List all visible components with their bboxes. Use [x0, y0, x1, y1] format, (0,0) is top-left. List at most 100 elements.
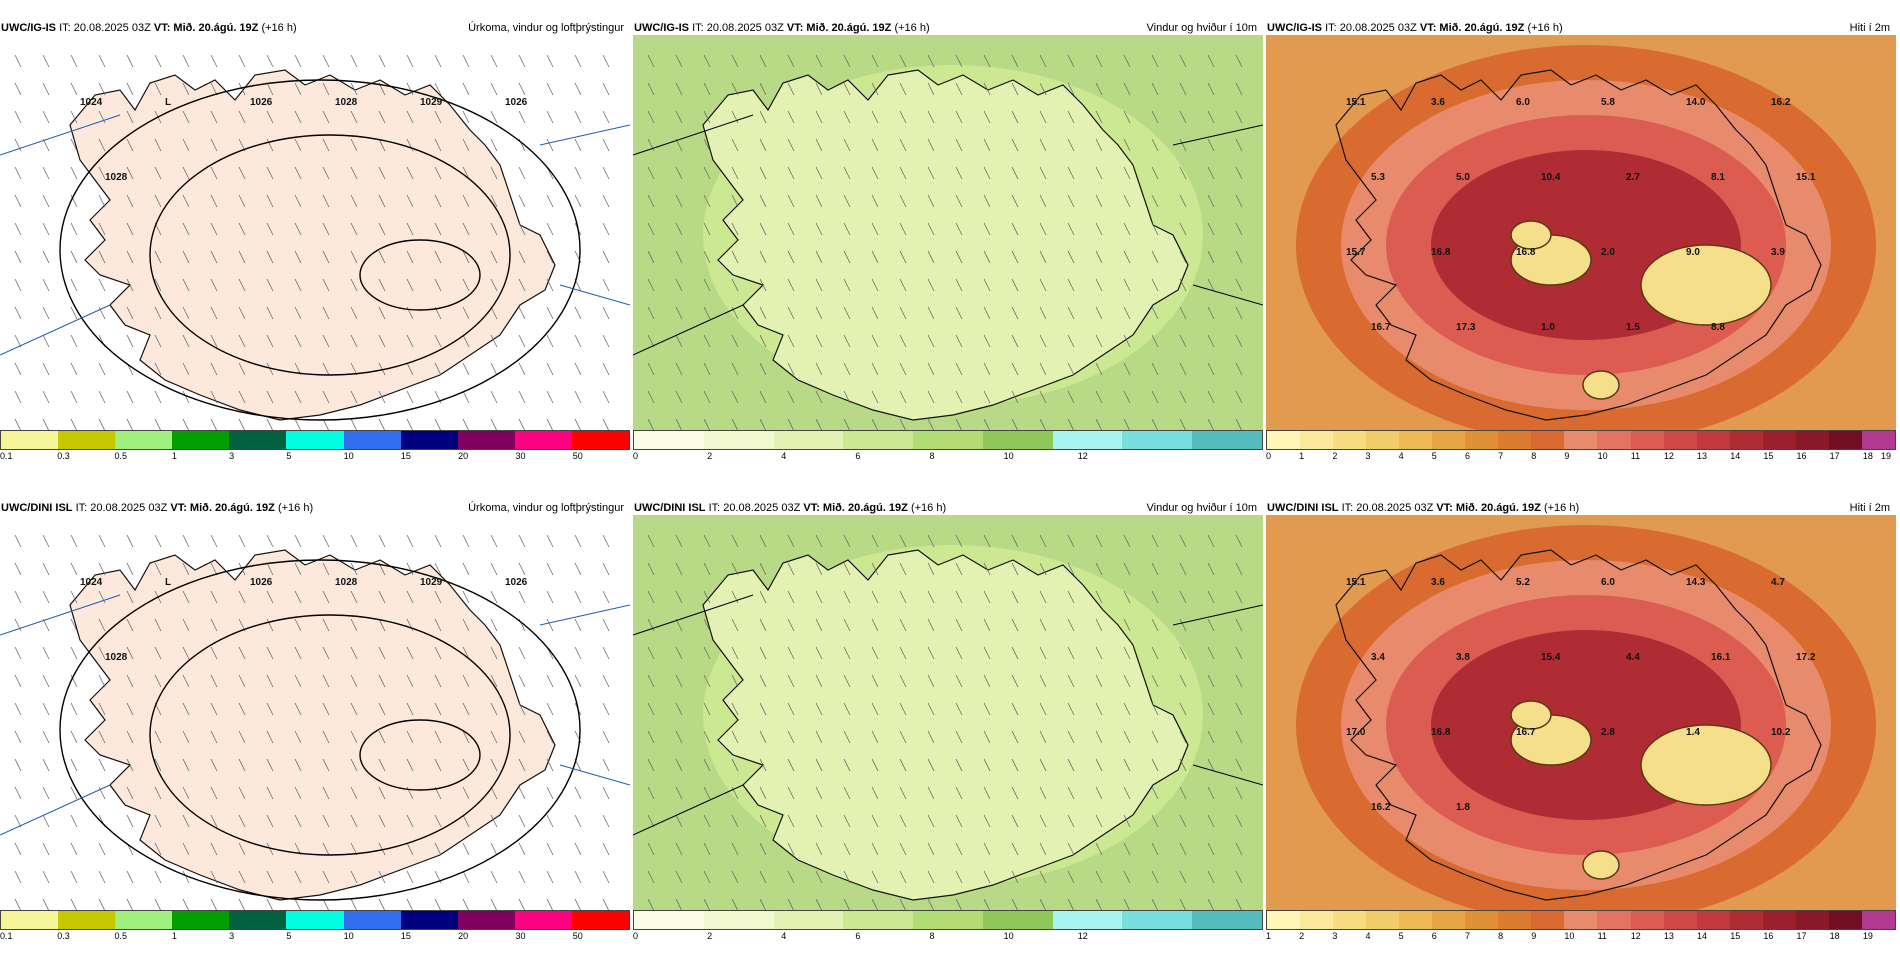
panel-title: UWC/DINI ISL IT: 20.08.2025 03Z VT: Mið.… [633, 495, 1263, 521]
wind-barb [983, 418, 990, 430]
graticule-line [1192, 764, 1263, 786]
wind-barb [871, 730, 879, 744]
wind-barb [899, 278, 907, 292]
wind-barb [266, 138, 274, 152]
wind-barb [574, 814, 582, 828]
panel-title: UWC/DINI ISL IT: 20.08.2025 03Z VT: Mið.… [0, 495, 630, 521]
wind-barb [983, 362, 991, 376]
wind-barb [546, 758, 554, 772]
wind-barb [1039, 898, 1046, 910]
wind-barb [871, 786, 879, 800]
wind-barb [1039, 758, 1047, 772]
wind-barb [98, 730, 106, 744]
wind-barb [675, 786, 683, 800]
map-value-label: 3.4 [1371, 652, 1385, 663]
wind-barb [759, 250, 767, 264]
colorbar-swatch [1399, 431, 1433, 449]
wind-barb [871, 334, 879, 348]
wind-barb [238, 222, 246, 236]
wind-barb [182, 814, 190, 828]
wind-barb [490, 250, 498, 264]
wind-barb [182, 898, 189, 910]
wind-barb [1067, 82, 1075, 96]
colorbar-swatch [1729, 911, 1763, 929]
wind-barb [1235, 870, 1243, 884]
panel-title: UWC/IG-IS IT: 20.08.2025 03Z VT: Mið. 20… [0, 15, 630, 41]
wind-barb [787, 418, 794, 430]
wind-barb [462, 898, 469, 910]
colorbar-tick-label: 8 [1498, 931, 1504, 941]
wind-barb [378, 418, 385, 430]
valid-time: Mið. 20.ágú. 19Z [173, 22, 259, 34]
wind-barb [266, 786, 274, 800]
map-value-label: 16.1 [1711, 652, 1731, 663]
wind-barb [1179, 758, 1187, 772]
wind-barb [238, 334, 246, 348]
wind-barb [434, 362, 442, 376]
init-time: IT: 20.08.2025 03Z [708, 502, 801, 514]
wind-barb [1123, 362, 1131, 376]
wind-barb [927, 674, 935, 688]
wind-barb [518, 702, 526, 716]
wind-barb [70, 870, 78, 884]
wind-barb [843, 418, 850, 430]
wind-barb [1067, 814, 1075, 828]
wind-barb [647, 334, 655, 348]
wind-barb [322, 82, 330, 96]
wind-barb [546, 194, 554, 208]
wind-barb [1095, 730, 1103, 744]
wind-barb [322, 730, 330, 744]
wind-barb [98, 222, 106, 236]
wind-barb [294, 418, 301, 430]
wind-barb [210, 250, 218, 264]
wind-barb [490, 758, 498, 772]
wind-barb [815, 814, 823, 828]
wind-barb [675, 250, 683, 264]
colorbar-swatch [843, 911, 914, 929]
wind-barb [983, 702, 991, 716]
wind-barb [70, 334, 78, 348]
wind-barb [490, 814, 498, 828]
colorbar-tick-label: 20 [458, 931, 469, 941]
wind-barb [1067, 418, 1074, 430]
wind-barb [14, 250, 22, 264]
wind-barb [574, 194, 582, 208]
valid-time-label: VT: [170, 502, 187, 514]
wind-barb [1151, 250, 1159, 264]
wind-barb [518, 194, 526, 208]
wind-barb [14, 758, 22, 772]
wind-barb [210, 786, 218, 800]
wind-barb [350, 870, 358, 884]
colorbar-swatch [1192, 911, 1263, 929]
wind-barb [602, 222, 610, 236]
wind-barb [1235, 814, 1243, 828]
wind-barb [927, 54, 935, 68]
wind-barb [574, 646, 582, 660]
wind-barb [1067, 250, 1075, 264]
wind-barb [647, 138, 655, 152]
wind-barb [1095, 82, 1103, 96]
wind-barb [238, 82, 246, 96]
wind-barb [462, 730, 470, 744]
wind-barb [490, 110, 498, 124]
wind-barb [871, 418, 878, 430]
colorbar-tick-label: 3 [229, 931, 235, 941]
wind-barb [871, 870, 879, 884]
wind-barb [1011, 82, 1019, 96]
wind-barb [675, 82, 683, 96]
wind-barb [815, 306, 823, 320]
wind-barb [871, 590, 879, 604]
wind-barb [927, 362, 935, 376]
wind-barb [647, 194, 655, 208]
wind-barb [787, 786, 795, 800]
colorbar-tick-label: 4 [1365, 931, 1371, 941]
colorbar-tick-label: 16 [1796, 451, 1807, 461]
wind-barb [1179, 534, 1187, 548]
colorbar-swatch [1300, 911, 1334, 929]
wind-barb [675, 758, 683, 772]
wind-barb [1179, 390, 1187, 404]
wind-barb [955, 674, 963, 688]
colorbar-tick-label: 5 [286, 451, 292, 461]
wind-barb [490, 390, 498, 404]
colorbar-tick-label: 1 [1266, 931, 1272, 941]
